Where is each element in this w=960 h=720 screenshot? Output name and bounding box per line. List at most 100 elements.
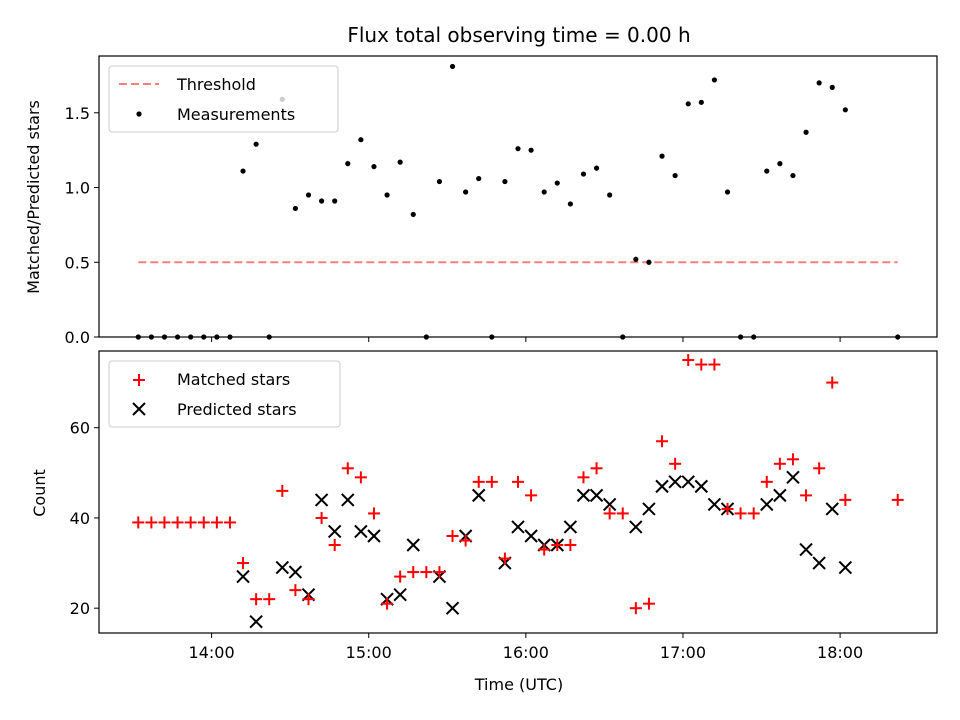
matched-star-point bbox=[669, 457, 682, 470]
measurement-point bbox=[253, 141, 259, 147]
count-y-tick-label: 60 bbox=[70, 419, 90, 438]
matched-star-point bbox=[721, 502, 734, 515]
matched-star-point bbox=[826, 376, 839, 389]
measurement-point bbox=[567, 201, 573, 207]
measurement-point bbox=[410, 211, 416, 218]
predicted-star-point bbox=[589, 488, 604, 503]
ratio-axes: 0.0 0.5 1.0 1.5 bbox=[65, 104, 841, 347]
predicted-star-point bbox=[694, 479, 709, 494]
predicted-star-point bbox=[314, 493, 329, 507]
measurement-point bbox=[476, 175, 482, 182]
x-tick-label: 18:00 bbox=[817, 643, 863, 662]
matched-star-point bbox=[564, 539, 577, 552]
matched-star-point bbox=[145, 516, 158, 529]
predicted-star-point bbox=[655, 479, 669, 494]
matched-star-point bbox=[276, 484, 289, 497]
count-panel-frame bbox=[98, 350, 938, 634]
measurement-point bbox=[463, 189, 469, 195]
matched-star-point bbox=[760, 475, 773, 488]
matched-star-point bbox=[813, 462, 826, 475]
matched-star-point bbox=[773, 457, 786, 470]
matched-star-point bbox=[263, 593, 276, 606]
matched-star-point bbox=[197, 516, 210, 529]
matched-star-point bbox=[210, 516, 223, 529]
matched-star-point bbox=[538, 543, 551, 556]
matched-star-point bbox=[603, 507, 616, 520]
chart-title: Flux total observing time = 0.00 h bbox=[347, 23, 690, 47]
predicted-star-point bbox=[602, 497, 617, 512]
matched-star-point bbox=[682, 354, 695, 367]
count-marks bbox=[132, 354, 904, 629]
measurement-point bbox=[816, 80, 822, 86]
measurement-point bbox=[345, 161, 351, 167]
matched-star-point bbox=[551, 539, 564, 552]
matched-star-point bbox=[629, 602, 642, 615]
count-panel: 20 40 60 14:00 15:00 16:00 17:00 18:00 Count Ti… bbox=[30, 350, 938, 694]
matched-star-point bbox=[367, 507, 380, 520]
measurement-point bbox=[790, 172, 796, 179]
measurement-point bbox=[515, 146, 521, 152]
predicted-star-point bbox=[367, 529, 381, 543]
measurement-point bbox=[777, 161, 783, 167]
matched-star-point bbox=[525, 489, 538, 502]
matched-star-point bbox=[289, 584, 302, 597]
matched-star-point bbox=[407, 566, 420, 579]
count-legend: Matched stars Predicted stars bbox=[108, 360, 341, 428]
measurement-point bbox=[292, 205, 299, 212]
predicted-star-point bbox=[642, 502, 656, 516]
ratio-y-tick-label: 0.5 bbox=[65, 253, 90, 272]
predicted-star-point bbox=[760, 497, 774, 512]
x-tick-label: 15:00 bbox=[346, 643, 392, 662]
predicted-star-point bbox=[563, 520, 578, 534]
measurement-point bbox=[384, 192, 390, 198]
predicted-star-point bbox=[825, 502, 839, 516]
matched-star-point bbox=[302, 593, 315, 606]
matched-star-point bbox=[184, 516, 197, 529]
predicted-star-point bbox=[838, 560, 853, 575]
predicted-star-point bbox=[786, 470, 800, 485]
predicted-star-point bbox=[341, 493, 355, 507]
count-y-axis-label: Count bbox=[30, 469, 49, 517]
matched-star-point bbox=[839, 493, 852, 506]
count-legend-box bbox=[108, 360, 341, 428]
measurement-point bbox=[332, 198, 338, 204]
predicted-star-point bbox=[511, 520, 525, 534]
measurement-point bbox=[449, 63, 456, 70]
measurement-point bbox=[724, 189, 731, 195]
ratio-panel-frame bbox=[98, 55, 938, 338]
matched-legend-label: Matched stars bbox=[177, 370, 290, 389]
predicted-star-point bbox=[812, 556, 826, 570]
predicted-star-point bbox=[707, 497, 722, 512]
predicted-legend-marker bbox=[132, 402, 146, 416]
measurement-point bbox=[580, 171, 587, 177]
matched-star-point bbox=[171, 516, 184, 529]
measurement-point bbox=[829, 84, 835, 90]
matched-star-point bbox=[498, 552, 511, 565]
measurement-point bbox=[803, 129, 809, 135]
matched-star-point bbox=[158, 516, 171, 529]
matched-star-point bbox=[656, 435, 669, 448]
matched-star-point bbox=[472, 475, 485, 488]
measurement-point bbox=[554, 180, 560, 186]
predicted-star-point bbox=[668, 475, 682, 489]
x-axis-label: Time (UTC) bbox=[474, 675, 563, 694]
predicted-legend-label: Predicted stars bbox=[177, 400, 297, 419]
matched-star-point bbox=[891, 493, 904, 506]
measurement-point bbox=[358, 137, 364, 143]
matched-star-point bbox=[433, 566, 446, 579]
measurement-point bbox=[371, 164, 377, 170]
matched-star-point bbox=[642, 597, 655, 610]
matched-star-point bbox=[459, 534, 472, 547]
ratio-panel: 0.0 0.5 1.0 1.5 Matched/Predicted stars Thr… bbox=[24, 55, 938, 347]
ratio-y-tick-label: 1.5 bbox=[65, 104, 90, 123]
matched-star-point bbox=[616, 507, 629, 520]
predicted-star-point bbox=[629, 520, 643, 534]
matched-star-point bbox=[341, 462, 354, 475]
matched-star-point bbox=[223, 516, 236, 529]
predicted-star-point bbox=[472, 488, 486, 503]
ratio-y-axis-label: Matched/Predicted stars bbox=[24, 100, 43, 294]
predicted-star-point bbox=[393, 587, 407, 602]
measurement-point bbox=[633, 256, 639, 262]
x-tick-label: 16:00 bbox=[503, 643, 549, 662]
